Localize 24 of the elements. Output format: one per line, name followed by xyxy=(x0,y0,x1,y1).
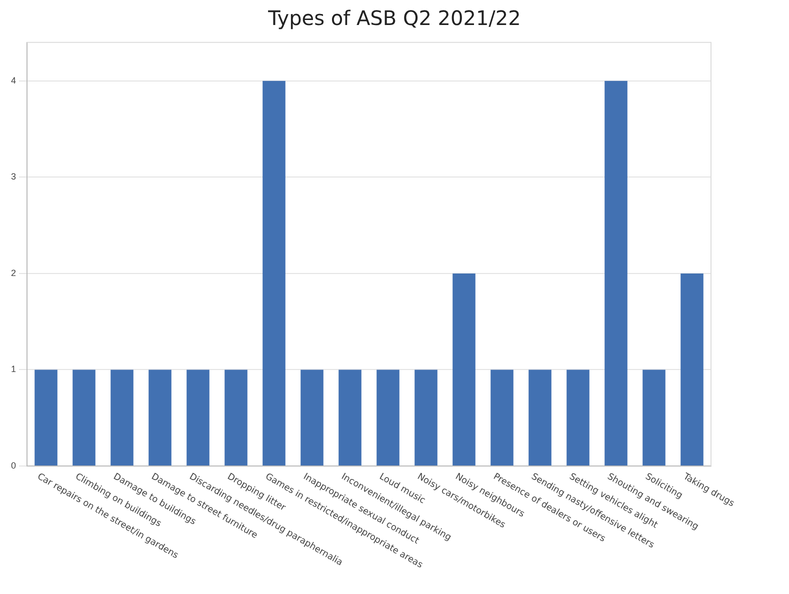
bar xyxy=(452,273,476,466)
bar xyxy=(642,370,666,466)
bar xyxy=(110,370,134,466)
y-tick-label: 2 xyxy=(10,268,16,278)
bar xyxy=(338,370,362,466)
chart-title: Types of ASB Q2 2021/22 xyxy=(267,6,522,30)
bar xyxy=(300,370,324,466)
bar xyxy=(34,370,58,466)
y-tick-label: 1 xyxy=(10,364,16,374)
bar xyxy=(680,273,704,466)
y-tick-label: 0 xyxy=(10,460,16,470)
bar xyxy=(604,80,628,466)
bar xyxy=(490,370,514,466)
y-tick-label: 4 xyxy=(10,75,16,86)
bar xyxy=(528,370,552,466)
bar xyxy=(414,370,438,466)
bar xyxy=(148,370,172,466)
bar xyxy=(566,370,590,466)
y-tick-label: 3 xyxy=(10,172,16,182)
bar xyxy=(72,370,96,466)
bar xyxy=(376,370,400,466)
bar xyxy=(186,370,210,466)
bar xyxy=(224,370,248,466)
bar xyxy=(262,80,286,466)
